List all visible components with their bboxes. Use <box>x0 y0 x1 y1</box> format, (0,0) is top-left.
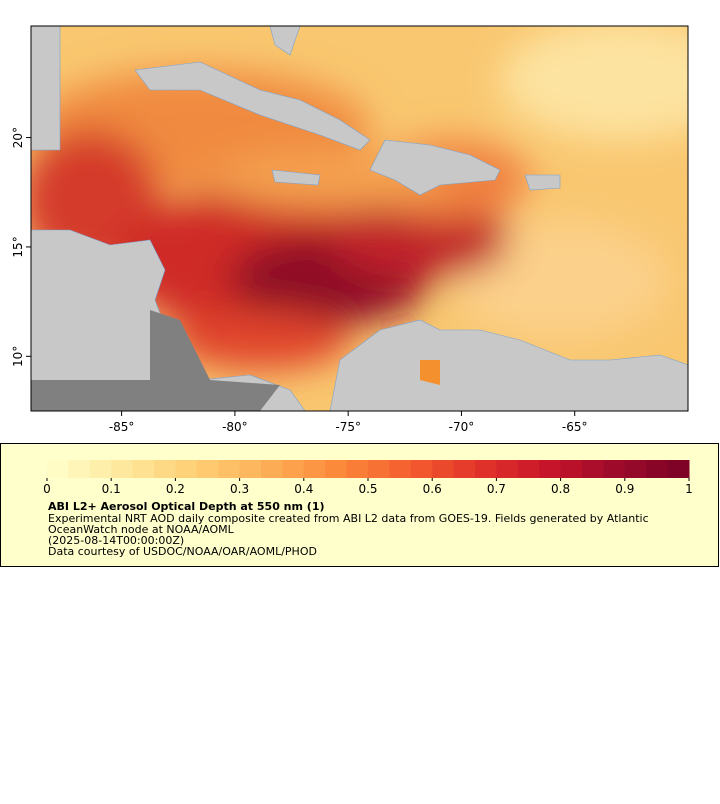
legend-line: Data courtesy of USDOC/NOAA/OAR/AOML/PHO… <box>48 545 317 558</box>
colorbar-tick-label: 0.3 <box>230 482 249 496</box>
x-tick-label: -75° <box>335 420 361 434</box>
legend-line: (2025-08-14T00:00:00Z) <box>48 534 184 547</box>
colorbar-step <box>89 460 112 478</box>
colorbar-step <box>346 460 369 478</box>
colorbar-step <box>261 460 283 478</box>
colorbar-step <box>603 460 626 478</box>
colorbar-step <box>47 460 69 478</box>
colorbar-tick-label: 0.5 <box>358 482 377 496</box>
colorbar-step <box>517 460 540 478</box>
colorbar-step <box>667 460 690 478</box>
colorbar-step <box>410 460 433 478</box>
colorbar-tick-label: 0.2 <box>166 482 185 496</box>
x-tick-label: -70° <box>449 420 475 434</box>
colorbar-step <box>196 460 219 478</box>
map-imagery <box>31 26 688 411</box>
x-tick-label: -80° <box>222 420 248 434</box>
colorbar-step <box>218 460 241 478</box>
colorbar-tick-label: 0.1 <box>102 482 121 496</box>
colorbar-step <box>68 460 91 478</box>
colorbar-step <box>539 460 562 478</box>
colorbar-tick-label: 0.8 <box>551 482 570 496</box>
colorbar-step <box>282 460 305 478</box>
colorbar-step <box>496 460 519 478</box>
colorbar-step <box>154 460 176 478</box>
colorbar-step <box>303 460 326 478</box>
colorbar-tick-label: 0 <box>43 482 51 496</box>
colorbar-step <box>111 460 134 478</box>
y-tick-label: 15° <box>11 236 25 257</box>
colorbar-step <box>560 460 583 478</box>
colorbar-step <box>453 460 476 478</box>
colorbar-step <box>239 460 262 478</box>
colorbar-step <box>132 460 155 478</box>
colorbar-step <box>368 460 390 478</box>
colorbar-step <box>475 460 497 478</box>
colorbar-tick-label: 0.6 <box>423 482 442 496</box>
x-tick-label: -65° <box>562 420 588 434</box>
colorbar-step <box>624 460 647 478</box>
legend-line: Experimental NRT AOD daily composite cre… <box>48 512 649 525</box>
colorbar-step <box>325 460 348 478</box>
colorbar-step <box>175 460 198 478</box>
legend-line: OceanWatch node at NOAA/AOML <box>48 523 235 536</box>
colorbar-step <box>389 460 412 478</box>
colorbar-tick-label: 1 <box>685 482 693 496</box>
colorbar-tick-label: 0.4 <box>294 482 313 496</box>
colorbar-step <box>432 460 455 478</box>
map-frame <box>30 25 689 412</box>
legend-title: ABI L2+ Aerosol Optical Depth at 550 nm … <box>48 500 325 513</box>
colorbar-step <box>646 460 669 478</box>
colorbar-tick-label: 0.7 <box>487 482 506 496</box>
colorbar-step <box>582 460 604 478</box>
colorbar-tick-label: 0.9 <box>615 482 634 496</box>
y-tick-label: 10° <box>11 346 25 367</box>
y-tick-label: 20° <box>11 127 25 148</box>
x-tick-label: -85° <box>109 420 135 434</box>
